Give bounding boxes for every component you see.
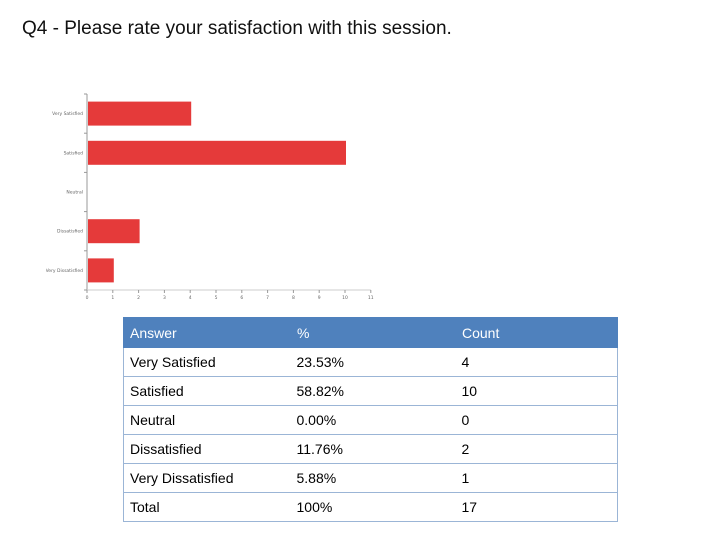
bar-satisfied (88, 140, 346, 165)
percent-cell: 5.88% (290, 463, 456, 493)
percent-cell: 11.76% (290, 434, 456, 464)
percent-cell: 0.00% (290, 405, 456, 435)
bar-very-satisfied (88, 101, 192, 126)
bar-chart: Very Satisfied Satisfied Neutral Dissatisfi… (46, 93, 374, 301)
x-tick-label: 9 (318, 295, 321, 301)
table-header-row: Answer % Count (123, 317, 618, 348)
count-cell: 17 (455, 492, 618, 522)
table-row: Very Dissatisfied 5.88% 1 (123, 463, 618, 493)
category-label: Very Satisfied (52, 111, 83, 117)
category-label: Very Dissatisfied (46, 268, 83, 274)
table-row: Dissatisfied 11.76% 2 (123, 434, 618, 464)
table-row-total: Total 100% 17 (123, 492, 618, 522)
category-label: Neutral (66, 190, 83, 196)
x-tick-label: 11 (368, 295, 374, 301)
x-tick-label: 3 (163, 295, 166, 301)
x-tick-label: 0 (86, 295, 89, 301)
x-tick-label: 1 (111, 295, 114, 301)
table-row: Very Satisfied 23.53% 4 (123, 347, 618, 377)
percent-cell: 23.53% (290, 347, 456, 377)
results-table: Answer % Count Very Satisfied 23.53% 4 S… (123, 317, 618, 522)
answer-cell: Satisfied (123, 376, 291, 406)
x-tick-label: 2 (137, 295, 140, 301)
count-cell: 4 (455, 347, 618, 377)
bar-very-dissatisfied (88, 258, 114, 283)
count-cell: 1 (455, 463, 618, 493)
header-percent: % (290, 317, 456, 348)
x-tick-label: 7 (266, 295, 269, 301)
x-tick-label: 8 (292, 295, 295, 301)
answer-cell: Very Satisfied (123, 347, 291, 377)
x-tick-label: 10 (342, 295, 348, 301)
answer-cell: Dissatisfied (123, 434, 291, 464)
count-cell: 2 (455, 434, 618, 464)
answer-cell: Total (123, 492, 291, 522)
header-answer: Answer (123, 317, 291, 348)
count-cell: 0 (455, 405, 618, 435)
header-count: Count (455, 317, 618, 348)
category-label: Satisfied (64, 150, 84, 156)
percent-cell: 100% (290, 492, 456, 522)
x-tick-label: 6 (240, 295, 243, 301)
table-row: Neutral 0.00% 0 (123, 405, 618, 435)
x-tick-label: 5 (215, 295, 218, 301)
table-row: Satisfied 58.82% 10 (123, 376, 618, 406)
answer-cell: Neutral (123, 405, 291, 435)
percent-cell: 58.82% (290, 376, 456, 406)
page-title: Q4 - Please rate your satisfaction with … (22, 18, 452, 39)
bar-dissatisfied (88, 219, 140, 244)
category-label: Dissatisfied (57, 229, 83, 235)
count-cell: 10 (455, 376, 618, 406)
answer-cell: Very Dissatisfied (123, 463, 291, 493)
x-tick-label: 4 (189, 295, 192, 301)
